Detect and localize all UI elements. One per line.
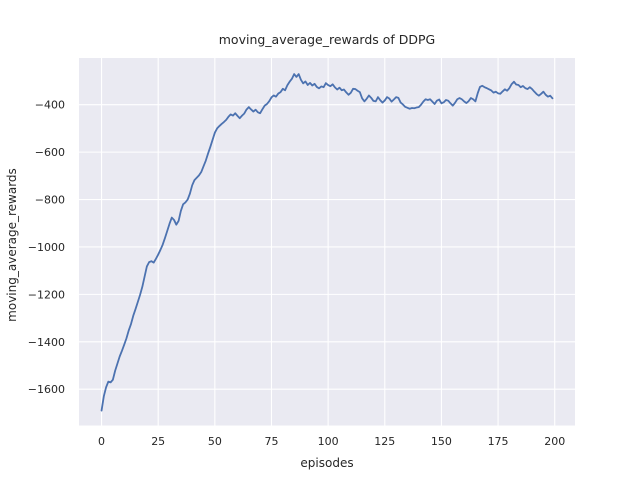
y-tick-label: −1400 [28, 336, 65, 349]
x-tick-label: 150 [431, 435, 452, 448]
x-tick-label: 175 [488, 435, 509, 448]
y-tick-label: −800 [35, 194, 65, 207]
y-tick-label: −1600 [28, 383, 65, 396]
x-tick-label: 200 [544, 435, 565, 448]
y-tick-label: −1200 [28, 288, 65, 301]
plot-area [79, 58, 575, 426]
y-tick-label: −600 [35, 146, 65, 159]
x-tick-label: 50 [208, 435, 222, 448]
y-axis-label: moving_average_rewards [5, 168, 19, 322]
reward-line [100, 73, 554, 412]
x-tick-label: 75 [264, 435, 278, 448]
x-axis-label: episodes [300, 456, 354, 470]
chart-title: moving_average_rewards of DDPG [218, 32, 436, 47]
y-tick-label: −1000 [28, 241, 65, 254]
x-tick-label: 125 [374, 435, 395, 448]
y-tick-label: −400 [35, 99, 65, 112]
x-tick-label: 0 [98, 435, 105, 448]
x-tick-label: 25 [151, 435, 165, 448]
x-tick-label: 100 [318, 435, 339, 448]
